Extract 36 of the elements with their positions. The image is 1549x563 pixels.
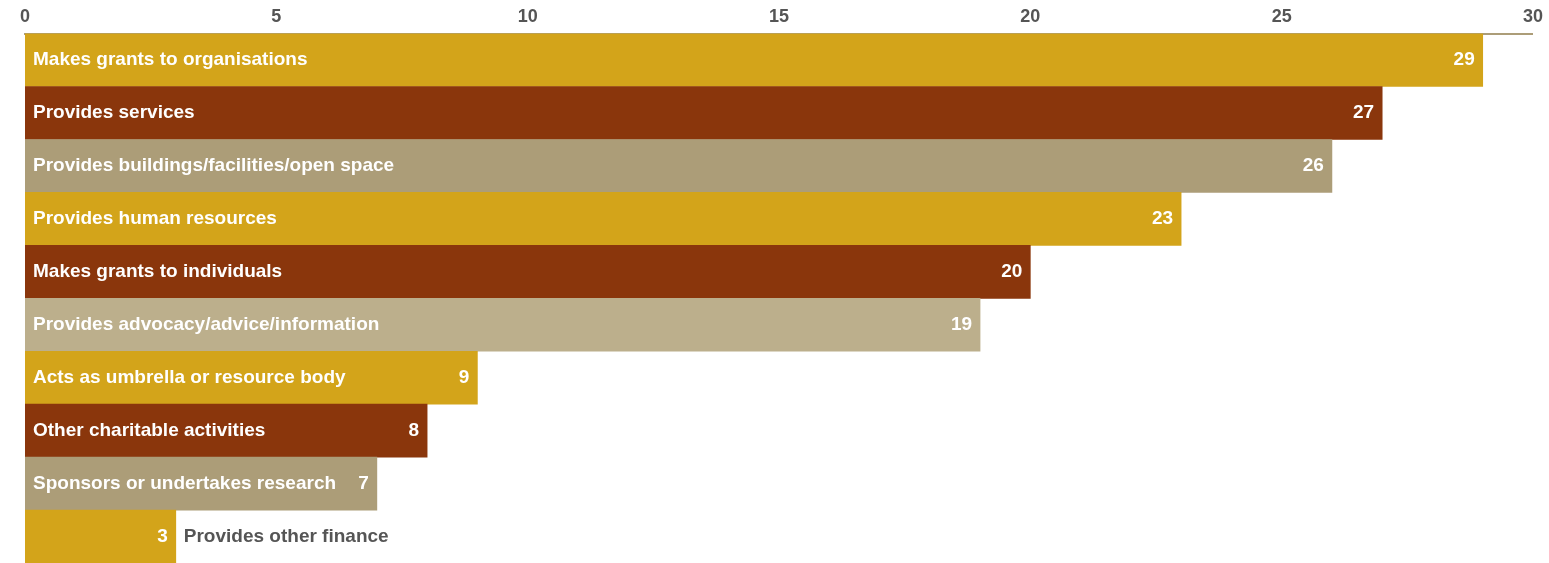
x-tick-label: 0	[19, 5, 31, 26]
y-tick-label: Provides services	[33, 101, 195, 123]
y-tick-label: Provides buildings/facilities/open space	[33, 154, 395, 176]
data-label: 7	[358, 471, 369, 493]
x-tick-label: 20	[1020, 5, 1041, 26]
bar	[25, 86, 1383, 140]
y-tick-label: Makes grants to individuals	[33, 260, 283, 282]
bar	[25, 509, 177, 563]
data-label: 8	[408, 418, 420, 440]
data-label: 29	[1453, 48, 1475, 70]
y-tick-label: Provides other finance	[183, 524, 389, 546]
data-label: 26	[1302, 154, 1324, 176]
y-tick-label: Provides advocacy/advice/information	[33, 313, 380, 334]
data-label: 27	[1353, 101, 1375, 123]
bar	[25, 350, 478, 405]
data-label: 9	[458, 365, 470, 387]
x-tick-label: 15	[768, 5, 790, 26]
y-tick-label: Other charitable activities	[33, 418, 266, 440]
x-tick-label: 10	[517, 5, 538, 26]
bar	[25, 192, 1182, 246]
y-tick-label: Sponsors or undertakes research	[33, 471, 337, 493]
data-label: 20	[1001, 260, 1023, 282]
x-tick-label: 30	[1522, 5, 1543, 26]
bar	[25, 245, 1031, 299]
bar	[25, 139, 1333, 193]
x-tick-label: 25	[1271, 5, 1292, 26]
data-label: 23	[1151, 207, 1174, 229]
y-tick-label: Provides human resources	[33, 207, 277, 229]
bar	[25, 403, 428, 458]
y-tick-label: Makes grants to organisations	[33, 48, 308, 70]
y-tick-label: Acts as umbrella or resource body	[33, 365, 346, 387]
data-label: 3	[157, 524, 168, 546]
x-tick-label: 5	[271, 5, 282, 26]
bar	[25, 297, 981, 352]
data-label: 19	[950, 313, 973, 334]
bar	[25, 33, 1484, 87]
